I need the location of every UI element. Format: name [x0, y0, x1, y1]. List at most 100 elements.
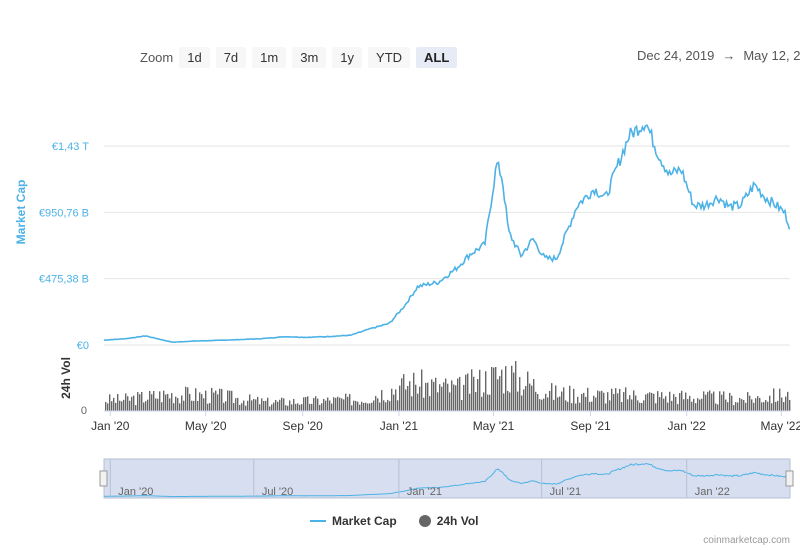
- volume-swatch: [418, 515, 431, 527]
- navigator-handle-right[interactable]: [785, 470, 794, 487]
- volume-bar: [639, 402, 641, 411]
- volume-bar: [591, 401, 593, 411]
- volume-bar: [243, 400, 245, 411]
- volume-bar: [645, 394, 647, 411]
- volume-bar: [463, 384, 465, 411]
- volume-bar: [601, 390, 603, 411]
- volume-bar: [475, 391, 477, 411]
- navigator-line: [103, 463, 790, 498]
- volume-bar: [557, 397, 559, 411]
- volume-bar: [137, 392, 139, 411]
- volume-bar: [699, 399, 701, 411]
- volume-bar: [411, 396, 413, 411]
- volume-bar: [281, 397, 283, 411]
- volume-bar: [597, 390, 599, 411]
- volume-bar: [539, 399, 541, 411]
- volume-bar: [399, 385, 401, 411]
- zoom-3m-button[interactable]: 3m: [292, 46, 327, 68]
- volume-bar: [575, 403, 577, 411]
- volume-bar: [467, 373, 469, 411]
- volume-bar: [207, 403, 209, 411]
- navigator-window[interactable]: [103, 458, 791, 499]
- range-from-input[interactable]: Dec 24, 2019: [637, 48, 715, 63]
- volume-bar: [359, 404, 361, 411]
- volume-bar: [739, 398, 741, 411]
- volume-bar: [299, 404, 301, 411]
- volume-bar: [611, 388, 613, 411]
- volume-bar: [249, 394, 251, 411]
- zoom-all-button[interactable]: ALL: [416, 46, 458, 68]
- x-tick-label: Sep '21: [570, 419, 611, 433]
- credits-link[interactable]: coinmarketcap.com: [703, 535, 790, 546]
- volume-bar: [669, 391, 671, 411]
- volume-bar: [429, 396, 431, 411]
- volume-bar: [729, 392, 731, 411]
- volume-bar: [169, 398, 171, 411]
- legend-item-volume[interactable]: 24h Vol: [418, 514, 478, 528]
- zoom-ytd-button[interactable]: YTD: [368, 46, 411, 68]
- volume-bar: [271, 404, 273, 411]
- volume-bar: [527, 371, 529, 411]
- volume-bar: [395, 389, 397, 411]
- volume-bar: [701, 398, 703, 411]
- volume-bar: [743, 400, 745, 411]
- volume-bar: [371, 402, 373, 411]
- volume-bars: [105, 361, 791, 411]
- volume-bar: [367, 403, 369, 411]
- navigator-tick-label: Jan '20: [118, 486, 153, 498]
- volume-bar: [393, 394, 395, 411]
- volume-bar: [273, 402, 275, 411]
- volume-bar: [705, 394, 707, 411]
- volume-bar: [649, 392, 651, 411]
- volume-tick-zero: 0: [81, 405, 87, 417]
- volume-bar: [111, 401, 113, 411]
- volume-bar: [105, 401, 107, 411]
- navigator-handle-left[interactable]: [99, 470, 108, 487]
- volume-bar: [205, 390, 207, 411]
- volume-bar: [533, 379, 535, 411]
- volume-bar: [171, 393, 173, 411]
- volume-bar: [379, 402, 381, 411]
- legend-item-market-cap[interactable]: Market Cap: [310, 514, 397, 528]
- volume-bar: [747, 392, 749, 411]
- volume-bar: [555, 385, 557, 411]
- zoom-1y-button[interactable]: 1y: [332, 46, 363, 68]
- volume-bar: [427, 382, 429, 411]
- volume-bar: [703, 391, 705, 411]
- volume-bar: [571, 403, 573, 411]
- volume-bar: [629, 395, 631, 411]
- volume-bar: [617, 393, 619, 411]
- volume-bar: [235, 398, 237, 411]
- volume-bar: [565, 400, 567, 411]
- volume-bar: [695, 403, 697, 411]
- volume-bar: [375, 396, 377, 411]
- volume-bar: [267, 397, 269, 411]
- volume-bar: [749, 395, 751, 411]
- navigator[interactable]: Jan '20 Jul '20 Jan '21 Jul '21 Jan '22: [99, 458, 794, 499]
- volume-bar: [167, 393, 169, 411]
- volume-bar: [261, 398, 263, 411]
- volume-bar: [233, 402, 235, 411]
- volume-bar: [691, 401, 693, 411]
- zoom-7d-button[interactable]: 7d: [215, 46, 247, 68]
- volume-bar: [331, 403, 333, 411]
- zoom-1m-button[interactable]: 1m: [252, 46, 287, 68]
- volume-bar: [373, 400, 375, 411]
- volume-bar: [731, 395, 733, 411]
- volume-bar: [143, 402, 145, 411]
- volume-bar: [623, 392, 625, 411]
- volume-bar: [577, 396, 579, 411]
- volume-bar: [357, 401, 359, 411]
- volume-bar: [589, 401, 591, 411]
- volume-bar: [525, 386, 527, 411]
- volume-bar: [569, 385, 571, 411]
- volume-bar: [783, 402, 785, 411]
- volume-bar: [377, 398, 379, 411]
- volume-bar: [123, 399, 125, 411]
- volume-bar: [497, 379, 499, 411]
- zoom-1d-button[interactable]: 1d: [179, 46, 210, 68]
- volume-bar: [187, 387, 189, 411]
- volume-bar: [321, 403, 323, 411]
- range-to-input[interactable]: May 12, 2: [743, 48, 800, 63]
